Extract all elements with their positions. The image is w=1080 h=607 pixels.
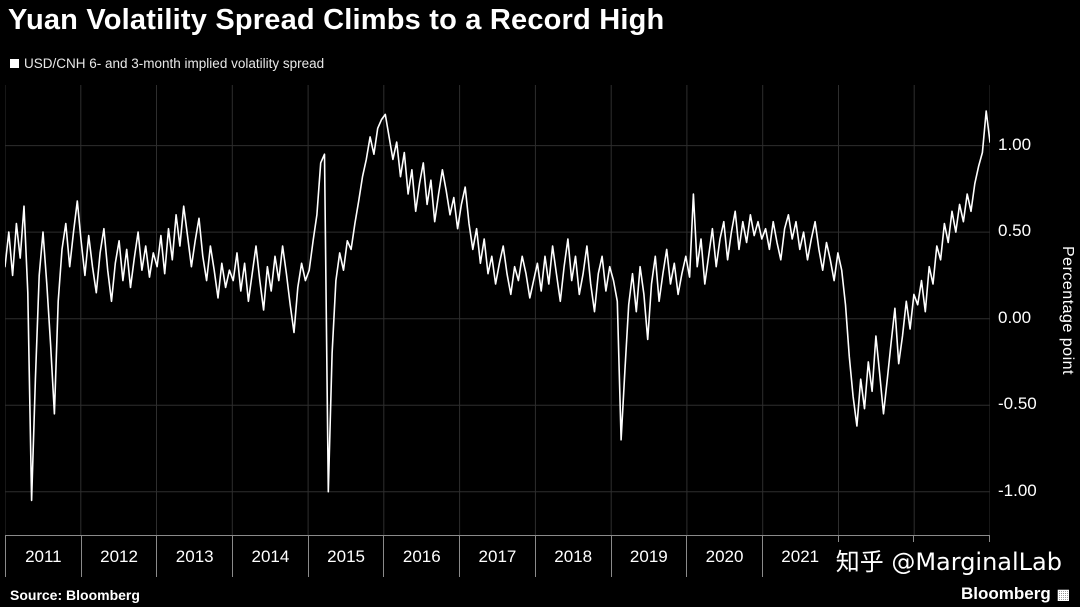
y-tick-label: -0.50 bbox=[998, 394, 1037, 414]
x-tick-label: 2019 bbox=[612, 536, 688, 577]
x-tick-label: 2014 bbox=[233, 536, 309, 577]
x-tick-label: 2015 bbox=[309, 536, 385, 577]
y-axis-title: Percentage point bbox=[1059, 245, 1076, 375]
x-tick-label: 2016 bbox=[384, 536, 461, 577]
y-tick-label: -1.00 bbox=[998, 480, 1037, 500]
legend: USD/CNH 6- and 3-month implied volatilit… bbox=[10, 56, 324, 71]
legend-marker-icon bbox=[10, 59, 19, 68]
line-chart bbox=[5, 85, 990, 535]
x-tick-label: 2012 bbox=[82, 536, 158, 577]
brand: Bloomberg ▦ bbox=[961, 584, 1070, 604]
source-label: Source: Bloomberg bbox=[10, 587, 140, 603]
x-tick-label: 2017 bbox=[460, 536, 536, 577]
watermark: 知乎 @MarginalLab bbox=[831, 542, 1066, 577]
brand-label: Bloomberg bbox=[961, 584, 1051, 603]
y-tick-label: 0.00 bbox=[998, 307, 1032, 327]
bloomberg-logo-icon: ▦ bbox=[1056, 586, 1070, 602]
x-tick-label: 2020 bbox=[687, 536, 763, 577]
chart-title: Yuan Volatility Spread Climbs to a Recor… bbox=[8, 4, 665, 36]
y-tick-label: 1.00 bbox=[998, 134, 1032, 154]
x-tick-label: 2018 bbox=[536, 536, 612, 577]
x-tick-label: 2021 bbox=[763, 536, 839, 577]
x-tick-label: 2013 bbox=[157, 536, 234, 577]
legend-label: USD/CNH 6- and 3-month implied volatilit… bbox=[24, 56, 325, 71]
x-tick-label: 2011 bbox=[5, 536, 82, 577]
y-tick-label: 0.50 bbox=[998, 221, 1032, 241]
